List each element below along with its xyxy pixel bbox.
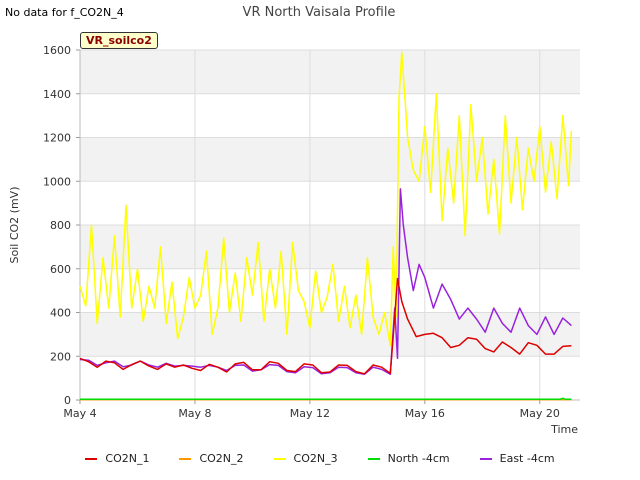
x-axis-label: Time (550, 423, 578, 436)
grid-band (80, 137, 580, 182)
y-tick-label: 400 (50, 307, 71, 320)
legend-swatch (85, 457, 98, 460)
y-tick-labels: 0 200 400 600 800 1000 1200 1400 1600 (43, 44, 71, 407)
grid-bands (80, 50, 580, 357)
y-tick-label: 1000 (43, 175, 71, 188)
series-lines (79, 51, 573, 401)
legend-item[interactable]: CO2N_3 (273, 452, 338, 465)
x-tick-label: May 16 (405, 407, 445, 420)
legend-swatch (273, 457, 286, 460)
legend: CO2N_1 CO2N_2 CO2N_3 North -4cm East -4cm (0, 452, 640, 465)
legend-label: CO2N_1 (105, 452, 150, 465)
y-tick-label: 200 (50, 350, 71, 363)
x-tick-labels: May 4 May 8 May 12 May 16 May 20 (63, 407, 560, 420)
y-tick-label: 600 (50, 263, 71, 276)
y-tick-label: 800 (50, 219, 71, 232)
y-tick-label: 1600 (43, 44, 71, 57)
legend-label: East -4cm (499, 452, 555, 465)
y-axis-label: Soil CO2 (mV) (8, 187, 21, 264)
y-tick-label: 1200 (43, 132, 71, 145)
legend-label: CO2N_3 (293, 452, 338, 465)
x-tick-label: May 12 (290, 407, 330, 420)
x-tick-label: May 8 (178, 407, 211, 420)
x-tick-label: May 20 (520, 407, 560, 420)
site-badge: VR_soilco2 (80, 32, 158, 49)
no-data-note: No data for f_CO2N_4 (5, 6, 124, 19)
legend-item[interactable]: North -4cm (367, 452, 450, 465)
legend-swatch (479, 457, 492, 460)
legend-item[interactable]: East -4cm (479, 452, 555, 465)
legend-label: CO2N_2 (199, 452, 244, 465)
series-line-co2n-1 (79, 277, 572, 375)
legend-item[interactable]: CO2N_1 (85, 452, 149, 465)
legend-item[interactable]: CO2N_2 (179, 452, 244, 465)
grid-band (80, 50, 580, 94)
chart-title: VR North Vaisala Profile (243, 5, 396, 20)
grid-band (80, 225, 580, 269)
legend-swatch (179, 457, 192, 460)
legend-swatch (367, 457, 380, 460)
series-line-north-4cm (80, 397, 572, 401)
y-tick-label: 1400 (43, 88, 71, 101)
x-tick-label: May 4 (63, 407, 96, 420)
legend-label: North -4cm (387, 452, 450, 465)
series-line-co2n-3 (79, 51, 573, 347)
y-tick-label: 0 (64, 394, 71, 407)
grid-band (80, 312, 580, 357)
